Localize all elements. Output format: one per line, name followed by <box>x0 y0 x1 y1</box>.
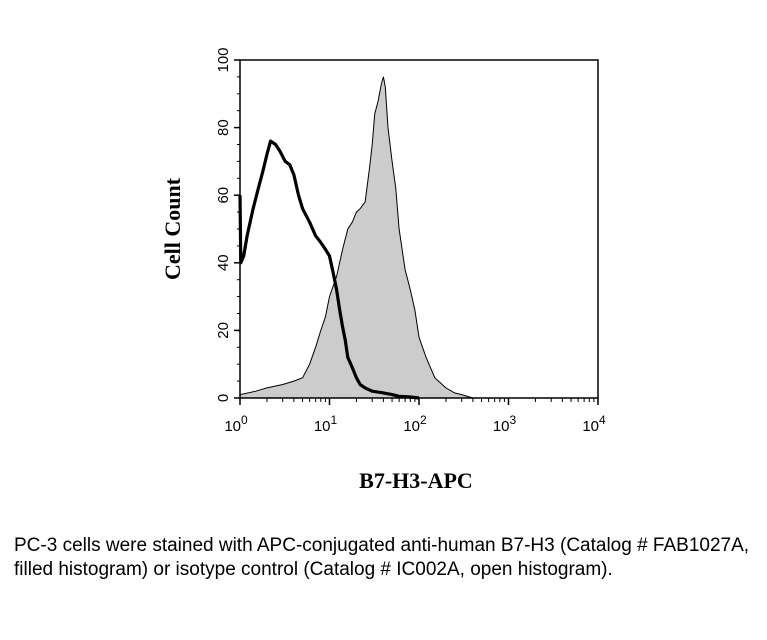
y-axis-title: Cell Count <box>160 177 185 280</box>
y-tick-label: 100 <box>215 47 232 72</box>
figure-caption: PC-3 cells were stained with APC-conjuga… <box>14 535 750 580</box>
y-tick-label: 20 <box>215 322 232 339</box>
axes: 0 20 40 60 80 100 100 101 102 103 104 <box>215 47 606 435</box>
series-filled-histogram <box>239 76 474 399</box>
x-tick-label: 100 <box>224 413 248 435</box>
open-histogram-layer <box>238 139 420 400</box>
x-tick-label: 101 <box>314 413 338 435</box>
histogram-chart: 0 20 40 60 80 100 100 101 102 103 104 Cell Count B… <box>160 47 606 493</box>
y-tick-label: 0 <box>215 394 232 402</box>
x-tick-label: 104 <box>582 413 606 435</box>
series-open-histogram <box>238 139 420 400</box>
x-tick-label: 103 <box>493 413 517 435</box>
y-tick-label: 40 <box>215 254 232 271</box>
y-tick-label: 60 <box>215 187 232 204</box>
y-tick-label: 80 <box>215 119 232 136</box>
x-axis-title: B7-H3-APC <box>359 468 473 493</box>
filled-histogram-layer <box>239 76 474 399</box>
x-tick-label: 102 <box>403 413 427 435</box>
